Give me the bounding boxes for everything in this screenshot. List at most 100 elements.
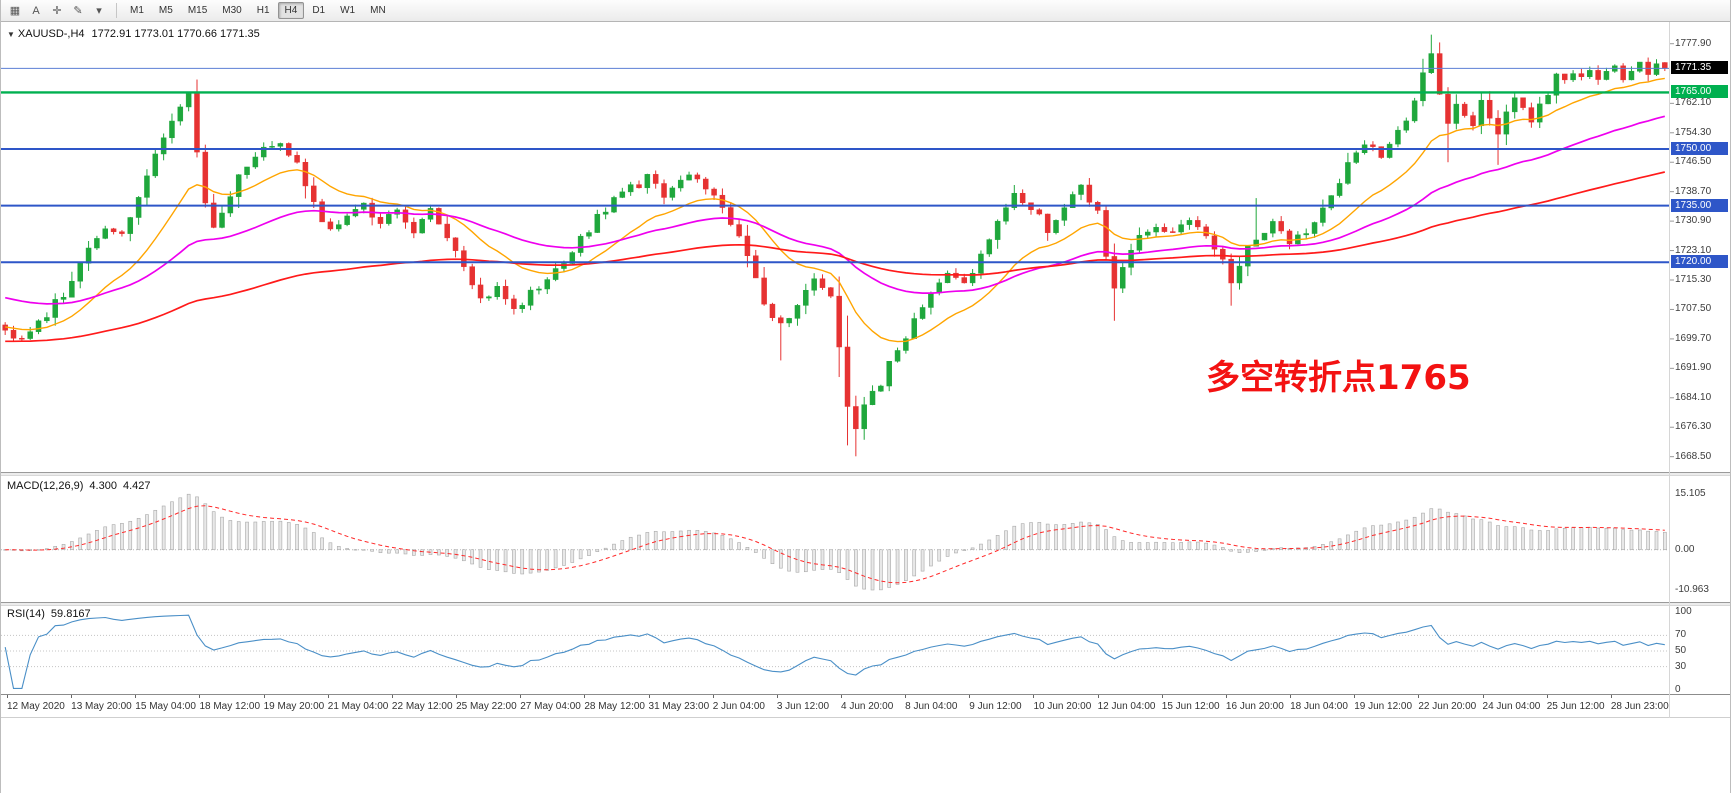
price-tick-label: 1684.10 xyxy=(1675,391,1712,403)
price-tick-label: 1668.50 xyxy=(1675,450,1712,462)
price-tick-label: 1707.50 xyxy=(1675,303,1712,315)
timeframe-button-m5[interactable]: M5 xyxy=(158,5,173,16)
time-axis-tick xyxy=(648,695,650,698)
time-axis-tick xyxy=(969,695,971,698)
time-axis-label: 9 Jun 12:00 xyxy=(969,701,1022,712)
time-axis-label: 15 Jun 12:00 xyxy=(1161,701,1220,712)
price-tick-label: 1754.30 xyxy=(1675,126,1712,138)
timeframe-button-mn[interactable]: MN xyxy=(370,5,386,16)
macd-value-signal: 4.427 xyxy=(122,480,151,492)
time-axis-label: 28 May 12:00 xyxy=(584,701,645,712)
time-axis-label: 13 May 20:00 xyxy=(71,701,132,712)
time-axis-tick xyxy=(1225,695,1227,698)
pane-splitter-rsi[interactable] xyxy=(1,602,1730,606)
text-tool-icon[interactable]: A xyxy=(32,4,40,17)
timeframe-button-h4[interactable]: H4 xyxy=(277,2,305,19)
pane-splitter-macd[interactable] xyxy=(1,472,1730,476)
rsi-scale-label: 70 xyxy=(1675,629,1687,641)
timeframe-button-group: M1 M5 M15 M30 H1 H4 D1 W1 MN xyxy=(123,2,394,19)
time-axis-label: 15 May 04:00 xyxy=(135,701,196,712)
time-axis-tick xyxy=(841,695,842,698)
timeframe-button-m15[interactable]: M15 xyxy=(187,5,208,16)
chart-canvas[interactable] xyxy=(1,0,1731,718)
time-axis-label: 24 Jun 04:00 xyxy=(1482,701,1541,712)
time-axis-tick xyxy=(776,695,778,698)
time-axis-tick xyxy=(456,695,458,698)
time-axis-label: 22 Jun 20:00 xyxy=(1418,701,1477,712)
time-axis-label: 22 May 12:00 xyxy=(391,701,453,712)
macd-indicator-name: MACD(12,26,9) xyxy=(7,480,84,492)
macd-header: MACD(12,26,9) 4.300 4.427 xyxy=(7,480,150,492)
macd-scale-label: -10.963 xyxy=(1675,583,1709,595)
chart-grid-icon[interactable]: ▦ xyxy=(9,5,21,17)
main-chart-header: ▼ XAUUSD-,H4 1772.91 1773.01 1770.66 1771.… xyxy=(7,28,260,40)
rsi-scale-label: 50 xyxy=(1675,645,1687,656)
draw-tools-icon[interactable]: ✎ xyxy=(73,5,83,17)
chart-ohlc-values: 1772.91 1773.01 1770.66 1771.35 xyxy=(91,28,260,40)
time-axis-label: 2 Jun 04:00 xyxy=(712,701,765,712)
time-axis-label: 12 Jun 04:00 xyxy=(1097,701,1156,712)
chart-symbol-title: XAUUSD-,H4 xyxy=(17,28,85,40)
rsi-indicator-name: RSI(14) xyxy=(7,608,45,620)
time-axis-tick xyxy=(1610,695,1612,698)
level-price-box: 1765.00 xyxy=(1671,85,1728,99)
crosshair-icon[interactable]: ✛ xyxy=(52,5,62,17)
time-axis-label: 18 May 12:00 xyxy=(199,701,261,712)
toolbar-separator xyxy=(116,3,117,18)
timeframe-button-h1[interactable]: H1 xyxy=(256,5,270,16)
time-axis-tick xyxy=(1354,695,1356,698)
timeframe-button-w1[interactable]: W1 xyxy=(340,5,356,16)
toolbar-icon-group: ▦ A ✛ ✎ ▾ xyxy=(5,1,110,21)
ma-fast-line xyxy=(5,77,1665,343)
time-axis-label: 28 Jun 23:00 xyxy=(1610,701,1669,712)
rsi-scale-label: 0 xyxy=(1675,684,1681,695)
rsi-header: RSI(14) 59.8167 xyxy=(7,608,91,620)
time-axis-tick xyxy=(1546,695,1548,698)
macd-signal-line xyxy=(5,505,1665,584)
time-axis-tick xyxy=(520,695,522,698)
time-axis-tick xyxy=(327,695,329,698)
price-tick-label: 1762.10 xyxy=(1675,97,1712,109)
price-tick-label: 1699.70 xyxy=(1675,332,1712,344)
time-axis-label: 19 May 20:00 xyxy=(263,701,325,712)
time-axis[interactable]: 12 May 2020 13 May 20:00 15 May 04:00 18 Ma… xyxy=(1,694,1730,718)
time-axis-tick xyxy=(391,695,393,698)
ma-mid-line xyxy=(5,115,1666,305)
time-axis-label: 18 Jun 04:00 xyxy=(1290,701,1348,712)
time-axis-label: 27 May 04:00 xyxy=(520,701,581,712)
time-axis-tick xyxy=(905,695,907,698)
time-axis-label: 10 Jun 20:00 xyxy=(1033,701,1092,712)
time-axis-tick xyxy=(135,695,137,698)
time-axis-label: 4 Jun 20:00 xyxy=(841,701,894,712)
time-axis-tick xyxy=(1097,695,1099,698)
time-axis-label: 21 May 04:00 xyxy=(327,701,389,712)
level-price-box: 1720.00 xyxy=(1671,255,1728,269)
collapse-icon[interactable]: ▼ xyxy=(7,30,15,39)
price-tick-label: 1738.70 xyxy=(1675,185,1712,197)
time-axis-tick xyxy=(1033,695,1035,698)
macd-scale-label: 15.105 xyxy=(1675,488,1706,500)
timeframe-button-m1[interactable]: M1 xyxy=(130,5,144,16)
annotation-text: 多空转折点1765 xyxy=(1206,358,1471,398)
price-scale[interactable]: 1777.90 1762.10 1754.30 1746.50 1738.70 1730.… xyxy=(1669,22,1730,718)
rsi-line xyxy=(4,614,1665,689)
time-axis-label: 25 Jun 12:00 xyxy=(1546,701,1605,712)
rsi-scale-label: 30 xyxy=(1675,660,1687,672)
time-axis-label: 12 May 2020 xyxy=(7,701,65,712)
time-axis-tick xyxy=(7,695,8,698)
draw-tools-caret-icon[interactable]: ▾ xyxy=(96,5,102,17)
ma-slow-line xyxy=(5,171,1665,343)
toolbar: ▦ A ✛ ✎ ▾ M1 M5 M15 M30 H1 H4 D1 W1 MN xyxy=(1,0,1730,22)
time-axis-tick xyxy=(584,695,586,698)
time-axis-label: 25 May 22:00 xyxy=(456,701,517,712)
time-axis-tick xyxy=(1418,695,1420,698)
price-tick-label: 1777.90 xyxy=(1675,37,1712,49)
price-tick-label: 1715.30 xyxy=(1675,274,1712,285)
macd-value-main: 4.300 xyxy=(89,480,117,492)
level-price-box: 1735.00 xyxy=(1671,198,1728,212)
timeframe-button-m30[interactable]: M30 xyxy=(222,5,242,16)
macd-scale-label: 0.00 xyxy=(1675,543,1695,555)
price-tick-label: 1691.90 xyxy=(1675,362,1712,374)
time-axis-tick xyxy=(1161,695,1163,698)
timeframe-button-d1[interactable]: D1 xyxy=(312,5,326,16)
